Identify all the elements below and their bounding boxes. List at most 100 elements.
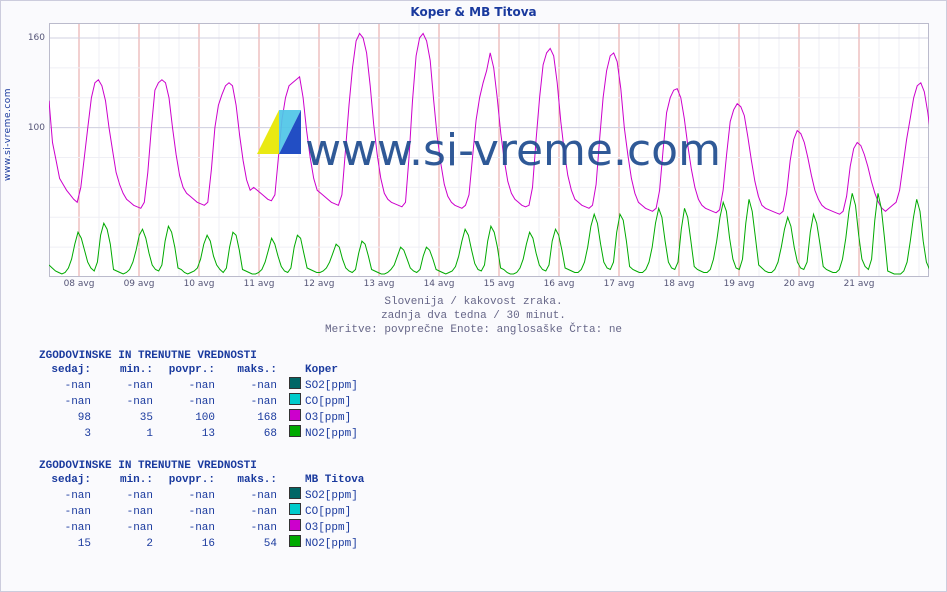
table-cell: 1 bbox=[91, 427, 153, 441]
table-row: -nan-nan-nan-nanO3[ppm] bbox=[39, 519, 364, 535]
table-cell: 13 bbox=[153, 427, 215, 441]
table-column-header: povpr.: bbox=[153, 363, 215, 377]
yaxis-link[interactable]: www.si-vreme.com bbox=[3, 88, 13, 181]
chart-svg bbox=[49, 23, 929, 277]
table-cell: -nan bbox=[215, 379, 277, 393]
legend-swatch bbox=[289, 535, 301, 547]
table-title: ZGODOVINSKE IN TRENUTNE VREDNOSTI bbox=[39, 459, 364, 473]
legend-label: CO[ppm] bbox=[305, 505, 351, 519]
stats-table: ZGODOVINSKE IN TRENUTNE VREDNOSTIsedaj:m… bbox=[39, 349, 364, 441]
table-cell: -nan bbox=[39, 489, 91, 503]
legend-swatch bbox=[289, 519, 301, 531]
table-cell: -nan bbox=[215, 395, 277, 409]
table-cell: -nan bbox=[39, 395, 91, 409]
table-cell: -nan bbox=[153, 505, 215, 519]
x-tick: 18 avg bbox=[664, 279, 695, 289]
table-cell: 15 bbox=[39, 537, 91, 551]
x-tick: 08 avg bbox=[64, 279, 95, 289]
table-column-header: min.: bbox=[91, 363, 153, 377]
x-tick: 19 avg bbox=[724, 279, 755, 289]
table-cell: 35 bbox=[91, 411, 153, 425]
table-cell: -nan bbox=[215, 489, 277, 503]
legend-swatch bbox=[289, 393, 301, 405]
legend-label: SO2[ppm] bbox=[305, 489, 358, 503]
x-axis: 08 avg 09 avg 10 avg 11 avg 12 avg 13 avg 14 a… bbox=[49, 277, 929, 293]
chart-page: www.si-vreme.com Koper & MB Titova 10016… bbox=[0, 0, 947, 592]
table-cell: -nan bbox=[153, 521, 215, 535]
table-station-name: Koper bbox=[305, 363, 338, 377]
table-row: -nan-nan-nan-nanCO[ppm] bbox=[39, 503, 364, 519]
x-tick: 21 avg bbox=[844, 279, 875, 289]
x-tick: 17 avg bbox=[604, 279, 635, 289]
legend-swatch bbox=[289, 503, 301, 515]
y-tick: 100 bbox=[28, 123, 45, 133]
table-row: 311368 NO2[ppm] bbox=[39, 425, 364, 441]
table-cell: -nan bbox=[153, 489, 215, 503]
table-cell: 100 bbox=[153, 411, 215, 425]
table-cell: 54 bbox=[215, 537, 277, 551]
table-cell: -nan bbox=[39, 379, 91, 393]
legend-label: CO[ppm] bbox=[305, 395, 351, 409]
x-tick: 11 avg bbox=[244, 279, 275, 289]
table-cell: -nan bbox=[91, 521, 153, 535]
table-cell: 16 bbox=[153, 537, 215, 551]
legend-swatch bbox=[289, 487, 301, 499]
table-cell: -nan bbox=[91, 395, 153, 409]
table-cell: -nan bbox=[91, 489, 153, 503]
table-column-header: maks.: bbox=[215, 363, 277, 377]
table-row: -nan-nan-nan-nanSO2[ppm] bbox=[39, 487, 364, 503]
table-cell: 98 bbox=[39, 411, 91, 425]
x-tick: 09 avg bbox=[124, 279, 155, 289]
x-tick: 14 avg bbox=[424, 279, 455, 289]
table-station-name: MB Titova bbox=[305, 473, 364, 487]
chart-title: Koper & MB Titova bbox=[1, 5, 946, 19]
x-tick: 10 avg bbox=[184, 279, 215, 289]
table-cell: 3 bbox=[39, 427, 91, 441]
legend-label: SO2[ppm] bbox=[305, 379, 358, 393]
caption-line-3: Meritve: povprečne Enote: anglosaške Črt… bbox=[1, 323, 946, 337]
table-cell: 168 bbox=[215, 411, 277, 425]
tables-area: ZGODOVINSKE IN TRENUTNE VREDNOSTIsedaj:m… bbox=[39, 349, 364, 569]
legend-label: O3[ppm] bbox=[305, 521, 351, 535]
stats-table: ZGODOVINSKE IN TRENUTNE VREDNOSTIsedaj:m… bbox=[39, 459, 364, 551]
table-cell: 2 bbox=[91, 537, 153, 551]
x-tick: 12 avg bbox=[304, 279, 335, 289]
table-cell: -nan bbox=[215, 505, 277, 519]
table-cell: 68 bbox=[215, 427, 277, 441]
table-cell: -nan bbox=[39, 521, 91, 535]
table-cell: -nan bbox=[91, 505, 153, 519]
table-title: ZGODOVINSKE IN TRENUTNE VREDNOSTI bbox=[39, 349, 364, 363]
x-tick: 15 avg bbox=[484, 279, 515, 289]
caption-line-1: Slovenija / kakovost zraka. bbox=[1, 295, 946, 309]
legend-label: NO2[ppm] bbox=[305, 427, 358, 441]
table-row: 1521654 NO2[ppm] bbox=[39, 535, 364, 551]
chart-caption: Slovenija / kakovost zraka. zadnja dva t… bbox=[1, 295, 946, 337]
x-tick: 20 avg bbox=[784, 279, 815, 289]
caption-line-2: zadnja dva tedna / 30 minut. bbox=[1, 309, 946, 323]
table-header-row: sedaj:min.:povpr.:maks.: Koper bbox=[39, 363, 364, 377]
table-row: 9835100168 O3[ppm] bbox=[39, 409, 364, 425]
table-row: -nan-nan-nan-nanSO2[ppm] bbox=[39, 377, 364, 393]
table-cell: -nan bbox=[39, 505, 91, 519]
table-column-header: min.: bbox=[91, 473, 153, 487]
table-cell: -nan bbox=[153, 395, 215, 409]
legend-swatch bbox=[289, 377, 301, 389]
x-tick: 16 avg bbox=[544, 279, 575, 289]
table-cell: -nan bbox=[91, 379, 153, 393]
table-column-header: sedaj: bbox=[39, 363, 91, 377]
table-header-row: sedaj:min.:povpr.:maks.: MB Titova bbox=[39, 473, 364, 487]
table-cell: -nan bbox=[153, 379, 215, 393]
legend-swatch bbox=[289, 425, 301, 437]
table-row: -nan-nan-nan-nanCO[ppm] bbox=[39, 393, 364, 409]
table-column-header: povpr.: bbox=[153, 473, 215, 487]
table-cell: -nan bbox=[215, 521, 277, 535]
y-axis: 100 160 bbox=[19, 23, 47, 277]
y-tick: 160 bbox=[28, 33, 45, 43]
table-column-header: sedaj: bbox=[39, 473, 91, 487]
plot-area bbox=[49, 23, 929, 277]
legend-label: NO2[ppm] bbox=[305, 537, 358, 551]
legend-swatch bbox=[289, 409, 301, 421]
legend-label: O3[ppm] bbox=[305, 411, 351, 425]
table-column-header: maks.: bbox=[215, 473, 277, 487]
x-tick: 13 avg bbox=[364, 279, 395, 289]
